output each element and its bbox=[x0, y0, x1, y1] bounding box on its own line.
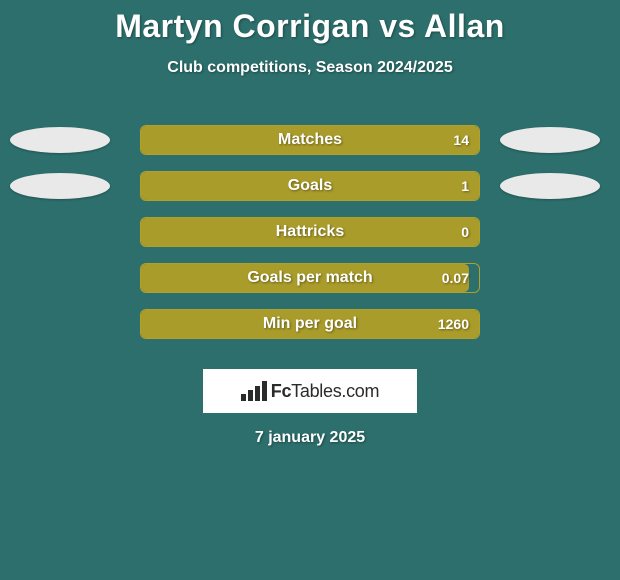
stat-bar: Matches14 bbox=[140, 125, 480, 155]
stats-chart: Matches14 Goals1 Hattricks0 Goals per match… bbox=[0, 117, 620, 347]
stat-bar: Goals per match0.07 bbox=[140, 263, 480, 293]
stat-row: Min per goal1260 bbox=[0, 301, 620, 347]
comparison-card: Martyn Corrigan vs Allan Club competitio… bbox=[0, 0, 620, 580]
stat-row: Hattricks0 bbox=[0, 209, 620, 255]
subtitle: Club competitions, Season 2024/2025 bbox=[0, 59, 620, 77]
stat-row: Matches14 bbox=[0, 117, 620, 163]
logo-part2: Tables bbox=[291, 381, 341, 401]
stat-bar-fill bbox=[141, 218, 479, 246]
logo-part1: Fc bbox=[271, 381, 291, 401]
bar-chart-icon bbox=[241, 381, 267, 401]
player-ellipse-right bbox=[500, 173, 600, 199]
page-title: Martyn Corrigan vs Allan bbox=[0, 8, 620, 45]
stat-bar: Hattricks0 bbox=[140, 217, 480, 247]
fctables-logo: FcTables.com bbox=[203, 369, 417, 413]
stat-bar: Goals1 bbox=[140, 171, 480, 201]
stat-row: Goals per match0.07 bbox=[0, 255, 620, 301]
stat-bar-fill bbox=[141, 310, 479, 338]
stat-bar-fill bbox=[141, 126, 479, 154]
player-ellipse-left bbox=[10, 173, 110, 199]
stat-bar-fill bbox=[141, 172, 479, 200]
footer-date: 7 january 2025 bbox=[0, 429, 620, 447]
player-ellipse-left bbox=[10, 127, 110, 153]
stat-bar: Min per goal1260 bbox=[140, 309, 480, 339]
logo-part3: .com bbox=[341, 381, 379, 401]
player-ellipse-right bbox=[500, 127, 600, 153]
logo-text: FcTables.com bbox=[271, 381, 379, 402]
stat-bar-fill bbox=[141, 264, 469, 292]
stat-row: Goals1 bbox=[0, 163, 620, 209]
